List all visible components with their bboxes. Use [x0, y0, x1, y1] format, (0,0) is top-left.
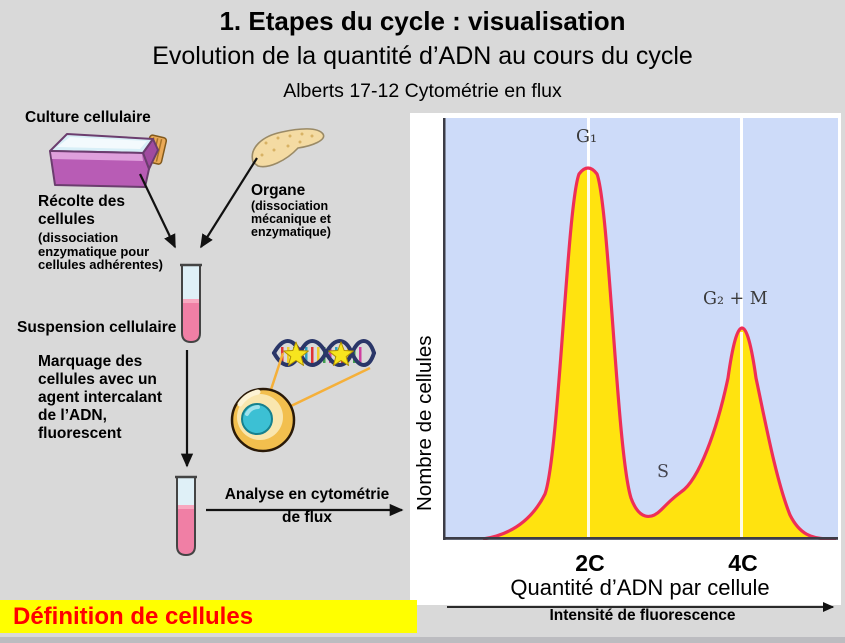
harvest-note: (dissociation enzymatique pour cellules …: [38, 230, 163, 272]
fluorescence-axis-label: Intensité de fluorescence: [549, 607, 736, 624]
histogram-outline: [482, 166, 836, 540]
footer-strip: [0, 637, 845, 643]
labeling-text: Marquage des cellules avec un agent inte…: [38, 353, 163, 442]
analysis-tube-icon: [175, 475, 197, 557]
y-axis-label: Nombre de cellules: [413, 335, 436, 511]
page-title: 1. Etapes du cycle : visualisation: [219, 6, 626, 36]
annotation-s: S: [657, 462, 669, 482]
highlight-banner: Définition de cellules synchronisées: [0, 600, 417, 643]
suspension-tube-icon: [180, 263, 202, 344]
cell-icon: [230, 387, 296, 453]
page-subtitle: Evolution de la quantité d’ADN au cours …: [152, 42, 693, 70]
organ-note: (dissociation mécanique et enzymatique): [251, 199, 331, 239]
organ-icon: [251, 128, 325, 168]
annotation-g2m: G₂ + M: [703, 289, 768, 309]
organ-label: Organe: [251, 182, 306, 199]
flow-cytometry-figure: Nombre de cellules G₁ G₂ + M S 2C 4C Qua…: [410, 113, 841, 605]
suspension-label: Suspension cellulaire: [17, 319, 177, 336]
analysis-label-line1: Analyse en cytométrie: [224, 486, 390, 503]
x-axis-label: Quantité d’ADN par cellule: [510, 575, 770, 600]
culture-flask-icon: [49, 133, 168, 188]
harvest-label: Récolte des cellules: [38, 193, 126, 228]
arrow-organ-to-tube: [200, 157, 258, 249]
culture-label: Culture cellulaire: [25, 109, 151, 126]
workflow-diagram: [49, 128, 404, 557]
histogram-area: [483, 168, 836, 539]
fluorescent-star-icon: [283, 341, 354, 366]
x-tick-4c: 4C: [728, 550, 758, 576]
fluorescence-axis-arrow: [447, 601, 835, 613]
page-reference: Alberts 17-12 Cytométrie en flux: [283, 80, 562, 102]
x-tick-2c: 2C: [575, 550, 605, 576]
annotation-g1: G₁: [576, 127, 597, 147]
arrow-flask-to-tube: [139, 173, 176, 249]
dna-helix-icon: [272, 339, 376, 367]
analysis-label-line2: de flux: [282, 509, 332, 526]
dna-histogram-plot: [443, 118, 838, 540]
